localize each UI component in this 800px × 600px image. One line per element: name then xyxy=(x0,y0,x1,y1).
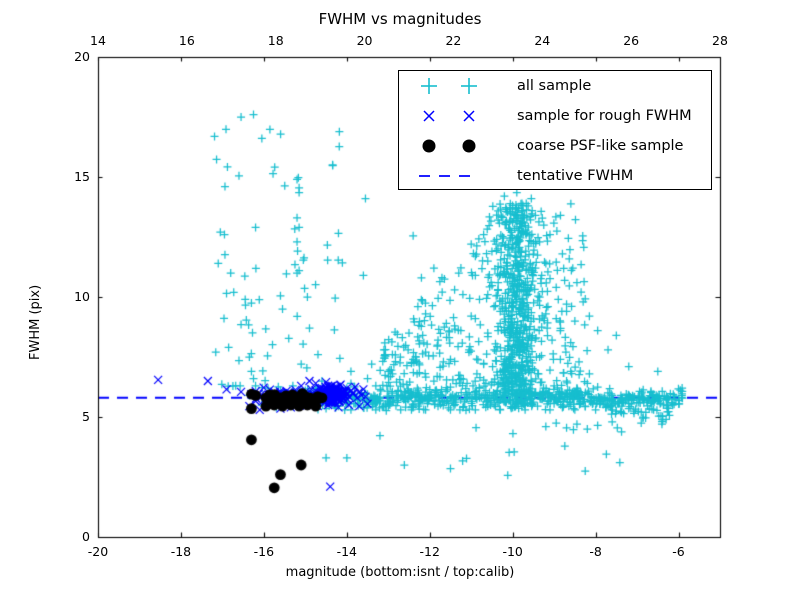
x-tick-bottom-7: -6 xyxy=(672,544,685,559)
x-tick-bottom-3: -14 xyxy=(336,544,358,559)
x-tick-top-0: 14 xyxy=(90,33,106,48)
legend-label-psf-like: coarse PSF-like sample xyxy=(517,138,684,154)
legend-item-rough-fwhm: sample for rough FWHM xyxy=(399,101,711,131)
x-tick-top-2: 18 xyxy=(267,33,284,48)
x-tick-bottom-0: -20 xyxy=(87,544,109,559)
y-tick-0: 0 xyxy=(82,529,90,544)
legend-label-rough-fwhm: sample for rough FWHM xyxy=(517,108,692,124)
x-tick-top-6: 26 xyxy=(623,33,640,48)
y-tick-4: 20 xyxy=(74,49,90,64)
y-tick-1: 5 xyxy=(82,409,90,424)
y-axis-label: FWHM (pix) xyxy=(28,284,43,360)
x-tick-top-7: 28 xyxy=(712,33,728,48)
cross-marker-icon xyxy=(423,110,475,122)
x-tick-top-3: 20 xyxy=(356,33,373,48)
y-tick-3: 15 xyxy=(74,169,90,184)
x-tick-bottom-1: -18 xyxy=(170,544,192,559)
x-tick-bottom-4: -12 xyxy=(419,544,440,559)
x-tick-top-1: 16 xyxy=(178,33,195,48)
legend-label-all-sample: all sample xyxy=(517,78,592,94)
legend-item-all-sample: all sample xyxy=(399,71,711,101)
legend-item-tentative-fwhm: tentative FWHM xyxy=(399,161,711,191)
legend: all sample sample for rough FWHM coarse … xyxy=(398,70,712,190)
plus-marker-icon xyxy=(421,78,477,94)
dashed-line-icon xyxy=(419,175,479,177)
legend-label-tentative-fwhm: tentative FWHM xyxy=(517,168,634,184)
x-tick-top-5: 24 xyxy=(534,33,551,48)
x-axis-label: magnitude (bottom:isnt / top:calib) xyxy=(285,565,515,580)
y-tick-2: 10 xyxy=(74,289,90,304)
x-tick-bottom-5: -10 xyxy=(502,544,523,559)
chart-title: FWHM vs magnitudes xyxy=(318,10,482,28)
legend-item-psf-like: coarse PSF-like sample xyxy=(399,131,711,161)
x-tick-top-4: 22 xyxy=(445,33,462,48)
circle-marker-icon xyxy=(422,139,476,153)
x-tick-bottom-2: -16 xyxy=(253,544,275,559)
x-tick-bottom-6: -8 xyxy=(589,544,602,559)
